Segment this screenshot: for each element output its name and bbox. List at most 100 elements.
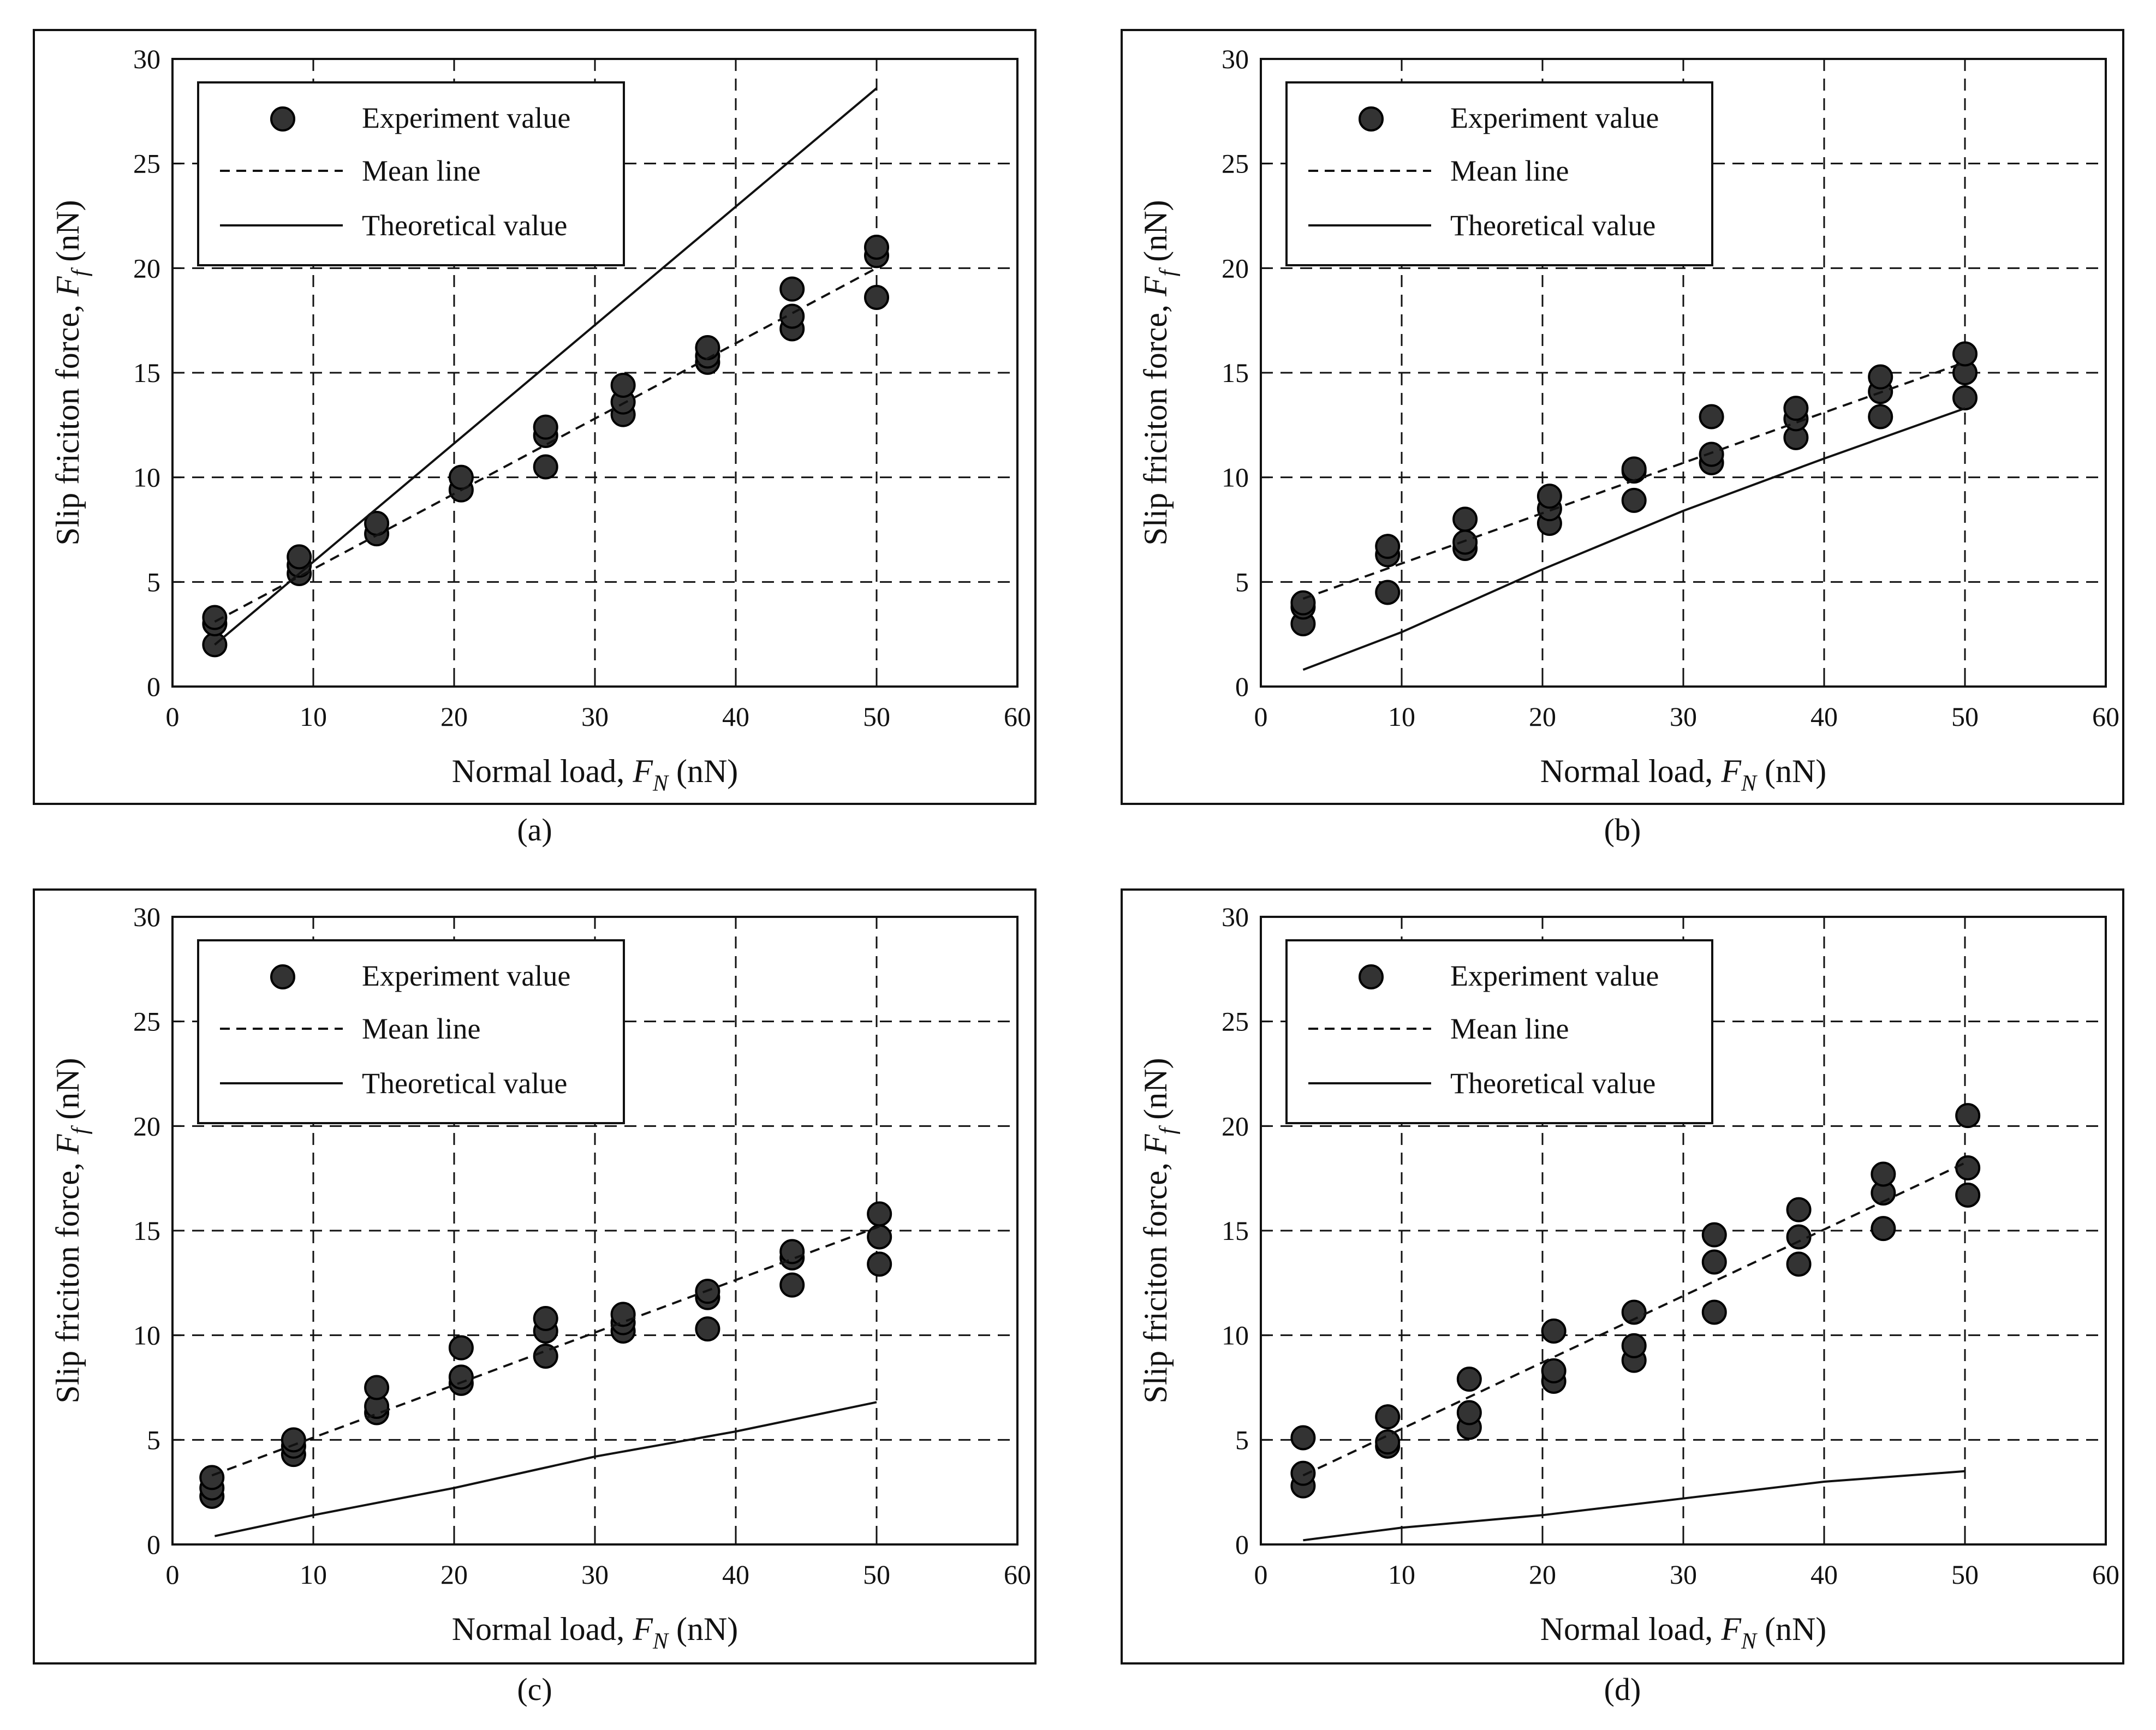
y-tick-label: 5 xyxy=(147,1424,160,1455)
data-point xyxy=(1701,1249,1727,1275)
x-tick-label: 50 xyxy=(863,701,890,732)
legend-label: Theoretical value xyxy=(362,1067,567,1100)
data-point xyxy=(695,335,720,360)
y-tick-label: 25 xyxy=(133,1006,160,1037)
legend-marker-experiment xyxy=(1359,964,1384,989)
data-point xyxy=(287,544,312,570)
x-tick-label: 40 xyxy=(722,1559,749,1590)
data-point xyxy=(1955,1155,1981,1180)
y-tick-label: 0 xyxy=(1235,1529,1249,1560)
data-point xyxy=(202,605,228,630)
chart-panel-b: 0 10 20 30 40 50 60 0 5 10 15 20 25 30 Experiment valu… xyxy=(1121,29,2124,848)
data-point xyxy=(533,1344,558,1369)
x-axis-label: Normal load, FN (nN) xyxy=(1540,753,1827,796)
x-tick-label: 60 xyxy=(2092,701,2119,732)
x-tick-label: 30 xyxy=(581,701,609,732)
data-point xyxy=(779,276,805,302)
chart-panel-a: 0 10 20 30 40 50 60 0 5 10 15 20 25 30 Experiment valu… xyxy=(33,29,1037,848)
y-axis-label: Slip friciton force, Ff (nN) xyxy=(1137,1058,1181,1403)
data-point xyxy=(695,1316,720,1342)
data-point xyxy=(1868,364,1893,390)
data-point xyxy=(1541,1358,1567,1383)
panel-frame xyxy=(33,29,1037,805)
y-tick-label: 0 xyxy=(147,1529,160,1560)
y-tick-label: 10 xyxy=(133,462,160,493)
data-point xyxy=(779,1239,805,1264)
data-point xyxy=(1456,1400,1482,1425)
x-tick-label: 30 xyxy=(1670,1559,1697,1590)
x-tick-label: 50 xyxy=(863,1559,890,1590)
legend-label: Experiment value xyxy=(1450,959,1659,992)
y-tick-label: 20 xyxy=(133,253,160,283)
panel-frame xyxy=(1121,29,2124,805)
legend: Experiment value Mean line Theoretical val… xyxy=(1285,81,1713,266)
y-tick-label: 10 xyxy=(1222,462,1249,493)
y-tick-label: 20 xyxy=(1222,253,1249,283)
data-point xyxy=(533,454,558,480)
data-point xyxy=(1452,506,1478,532)
panel-caption: (a) xyxy=(517,812,552,848)
data-point xyxy=(1621,487,1647,513)
legend-box xyxy=(197,939,625,1124)
x-tick-label: 20 xyxy=(1529,701,1556,732)
panel-caption: (d) xyxy=(1604,1672,1641,1707)
y-tick-label: 30 xyxy=(133,44,160,74)
x-tick-label: 10 xyxy=(300,1559,327,1590)
theoretical-line xyxy=(214,1401,877,1537)
data-point xyxy=(1955,1182,1981,1208)
chart-panel-c: 0 10 20 30 40 50 60 0 5 10 15 20 25 30 Experiment valu… xyxy=(33,888,1037,1707)
legend-label: Mean line xyxy=(1450,1012,1569,1045)
y-axis-label: Slip friciton force, Ff (nN) xyxy=(1137,200,1181,545)
data-point xyxy=(1536,484,1562,509)
legend: Experiment value Mean line Theoretical val… xyxy=(197,81,625,266)
y-tick-label: 5 xyxy=(1235,566,1249,597)
data-point xyxy=(1701,1299,1727,1325)
data-point xyxy=(867,1201,892,1227)
y-tick-label: 25 xyxy=(1222,1006,1249,1037)
theoretical-line xyxy=(1303,1470,1966,1542)
theoretical-line xyxy=(214,87,878,646)
data-point xyxy=(199,1465,225,1490)
x-tick-label: 20 xyxy=(440,1559,468,1590)
data-point xyxy=(448,1335,474,1361)
data-point xyxy=(1701,1222,1727,1248)
x-axis-label: Normal load, FN (nN) xyxy=(452,753,738,796)
x-tick-label: 60 xyxy=(2092,1559,2119,1590)
legend-label: Experiment value xyxy=(362,102,570,134)
data-point xyxy=(1952,385,1978,410)
data-point xyxy=(1290,1460,1316,1486)
mean-line xyxy=(1302,1160,1969,1477)
data-point xyxy=(610,1302,636,1327)
data-point xyxy=(1290,1425,1316,1451)
y-tick-label: 20 xyxy=(133,1111,160,1141)
data-point xyxy=(1783,396,1809,421)
legend-label: Theoretical value xyxy=(362,209,567,242)
x-axis-label: Normal load, FN (nN) xyxy=(452,1611,738,1654)
legend-box xyxy=(197,81,625,266)
data-point xyxy=(364,1375,390,1400)
data-point xyxy=(864,285,889,310)
data-point xyxy=(1699,442,1724,467)
legend-label: Theoretical value xyxy=(1450,1067,1655,1100)
y-tick-label: 25 xyxy=(133,148,160,179)
y-tick-label: 5 xyxy=(1235,1424,1249,1455)
legend-marker-experiment xyxy=(270,964,295,989)
x-tick-label: 50 xyxy=(1951,701,1979,732)
data-point xyxy=(779,1272,805,1298)
theoretical-line xyxy=(1302,407,1966,671)
legend-label: Theoretical value xyxy=(1450,209,1655,242)
y-tick-label: 0 xyxy=(147,671,160,702)
data-point xyxy=(1871,1161,1896,1187)
x-axis-label: Normal load, FN (nN) xyxy=(1540,1611,1827,1654)
x-tick-label: 0 xyxy=(166,701,180,732)
mean-line xyxy=(211,1225,880,1477)
y-tick-label: 15 xyxy=(1222,357,1249,388)
panel-caption: (b) xyxy=(1604,812,1641,848)
data-point xyxy=(1868,404,1893,429)
data-point xyxy=(1375,1429,1401,1455)
data-point xyxy=(448,1364,474,1390)
x-tick-label: 20 xyxy=(1529,1559,1556,1590)
legend-label: Mean line xyxy=(362,154,480,187)
x-tick-label: 30 xyxy=(581,1559,609,1590)
